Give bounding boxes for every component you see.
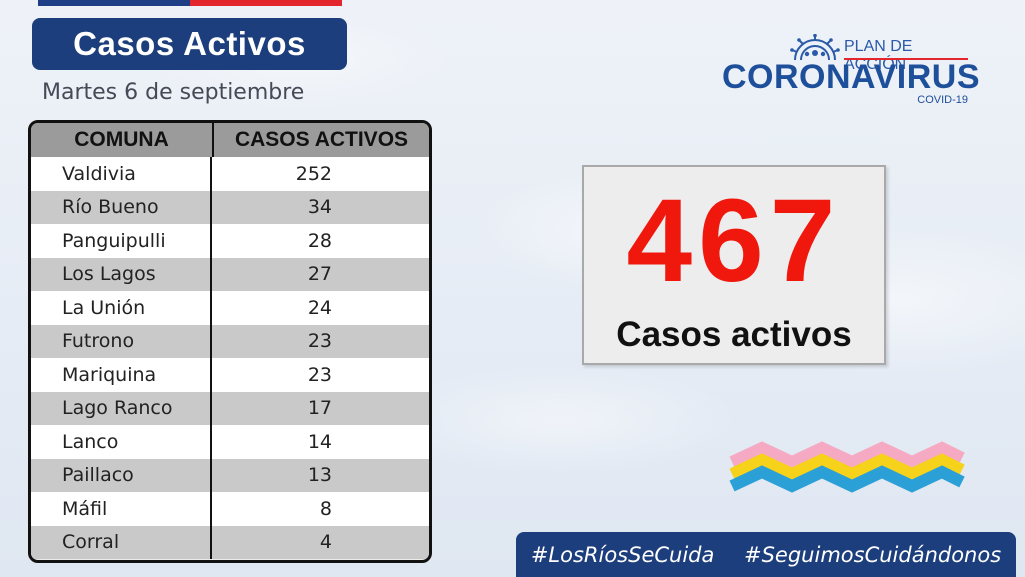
comuna-cell: Lanco (31, 425, 212, 459)
table-row: Máfil 8 (31, 492, 429, 526)
comuna-cell: Valdivia (31, 157, 212, 191)
comuna-cell: Corral (31, 525, 212, 559)
table-row: Paillaco 13 (31, 458, 429, 492)
casos-cell: 23 (307, 330, 332, 353)
casos-cell: 28 (307, 229, 332, 252)
casos-cell: 34 (307, 196, 332, 219)
comuna-cell: Mariquina (31, 358, 212, 392)
page-title: Casos Activos (73, 25, 306, 62)
casos-cell: 13 (307, 464, 332, 487)
total-active-cases-card: 467 Casos activos (582, 165, 886, 365)
casos-cell: 17 (307, 397, 332, 420)
decorative-waves-icon (729, 441, 965, 493)
comuna-cell: Lago Ranco (31, 391, 212, 425)
comuna-cell: Panguipulli (31, 224, 212, 258)
comuna-cell: Río Bueno (31, 190, 212, 224)
total-active-cases: 467 (626, 175, 842, 307)
hashtag-los-rios: #LosRíosSeCuida (530, 542, 715, 567)
flag-strip-blue (38, 0, 190, 6)
casos-cell: 252 (295, 162, 332, 185)
comuna-cell: Los Lagos (31, 257, 212, 291)
logo-plan-text: PLAN DE ACCIÓN (844, 38, 913, 73)
total-active-cases-label: Casos activos (616, 315, 852, 354)
table-row: Lago Ranco 17 (31, 391, 429, 425)
comuna-cell: Máfil (31, 492, 212, 526)
table-row: Río Bueno 34 (31, 190, 429, 224)
table-header: COMUNA CASOS ACTIVOS (31, 123, 429, 157)
cases-table: COMUNA CASOS ACTIVOS Valdivia 252 Río Bue… (28, 120, 432, 563)
table-row: La Unión 24 (31, 291, 429, 325)
table-row: Mariquina 23 (31, 358, 429, 392)
casos-cell: 14 (307, 430, 332, 453)
date-subtitle: Martes 6 de septiembre (42, 80, 305, 105)
casos-cell: 24 (307, 296, 332, 319)
comuna-cell: Futrono (31, 324, 212, 358)
logo-subtitle: COVID-19 (917, 94, 968, 106)
casos-cell: 8 (319, 497, 332, 520)
flag-strip-red (190, 0, 342, 6)
logo-title: CORONAVIRUS (722, 58, 980, 96)
column-header-comuna: COMUNA (31, 123, 214, 157)
column-header-casos: CASOS ACTIVOS (234, 128, 409, 151)
table-row: Futrono 23 (31, 324, 429, 358)
table-row: Lanco 14 (31, 425, 429, 459)
table-row: Corral 4 (31, 525, 429, 559)
virus-icon (790, 34, 840, 60)
comuna-cell: La Unión (31, 291, 212, 325)
hashtag-seguimos: #SeguimosCuidándonos (744, 542, 1002, 567)
casos-cell: 23 (307, 363, 332, 386)
comuna-cell: Paillaco (31, 458, 212, 492)
flag-strip (38, 0, 342, 6)
table-row: Panguipulli 28 (31, 224, 429, 258)
casos-cell: 4 (319, 531, 332, 554)
table-row: Los Lagos 27 (31, 257, 429, 291)
table-row: Valdivia 252 (31, 157, 429, 191)
table-body: Valdivia 252 Río Bueno 34 Panguipulli 28 Lo… (31, 157, 429, 559)
logo-red-line (844, 58, 968, 60)
title-banner: Casos Activos (32, 18, 347, 70)
casos-cell: 27 (307, 263, 332, 286)
hashtag-bar: #LosRíosSeCuida #SeguimosCuidándonos (516, 532, 1016, 577)
coronavirus-plan-logo: PLAN DE ACCIÓN CORONAVIRUS COVID-19 (718, 34, 980, 110)
